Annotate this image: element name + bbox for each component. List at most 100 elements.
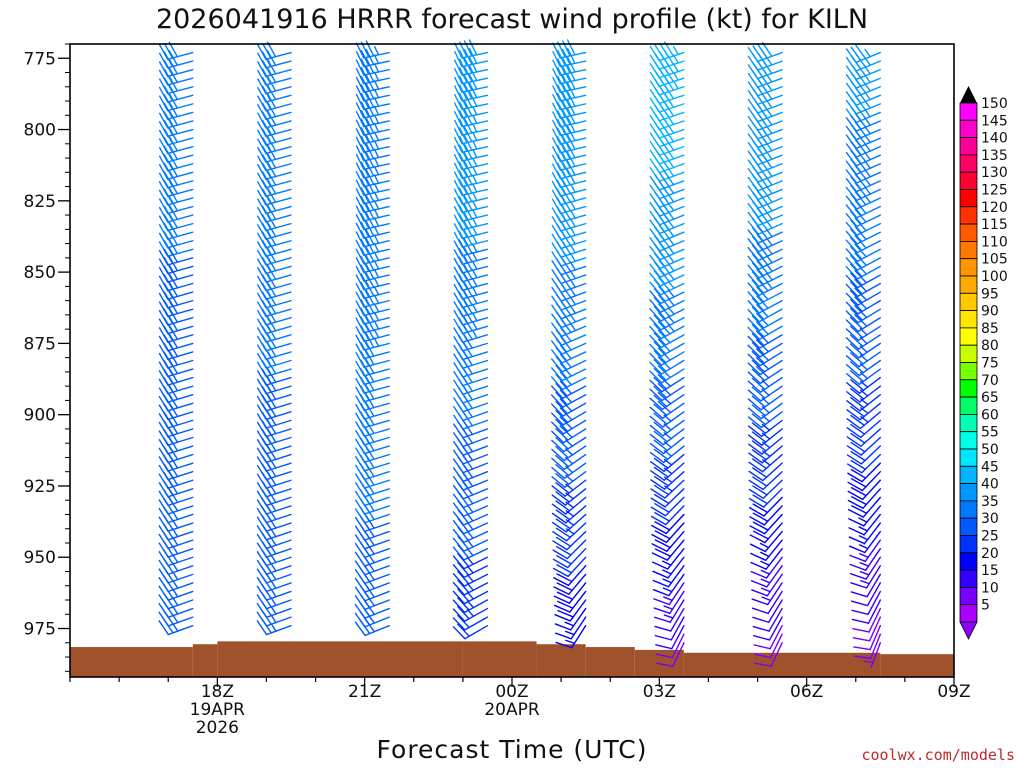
colorbar-swatch [959,431,978,450]
barb-full-flag [163,592,174,608]
wind-barb [651,513,685,535]
barb-half-flag [663,423,672,431]
barb-full-flag [266,479,277,495]
barb-half-flag [760,560,770,566]
y-tick-label: 900 [24,406,56,426]
barb-full-flag [453,197,463,214]
barb-full-flag [752,458,768,470]
wind-barb [846,453,882,474]
barb-full-flag [845,283,859,298]
barb-full-flag [266,238,277,255]
barb-full-flag [266,547,277,564]
wind-barb [355,323,390,343]
barb-full-flag [752,616,770,623]
barb-full-flag [168,221,179,238]
wind-barb [554,599,587,622]
barb-full-flag [663,84,675,100]
barb-full-flag [458,101,468,118]
barb-full-flag [355,136,365,153]
barb-full-flag [849,307,864,321]
barb-full-flag [454,111,463,128]
barb-full-flag [266,487,277,504]
terrain-block [462,641,537,677]
barb-full-flag [849,316,864,330]
barb-full-flag [847,490,864,501]
barb-full-flag [266,58,277,75]
barb-full-flag [452,608,466,622]
barb-full-flag [654,548,672,557]
barb-half-flag [466,504,474,513]
barb-full-flag [561,161,571,177]
barb-full-flag [654,493,670,505]
wind-barb [552,530,587,551]
barb-full-flag [653,475,669,487]
barb-full-flag [457,544,470,559]
wind-barb [849,547,882,571]
barb-full-flag [557,58,566,75]
barb-full-flag [168,75,179,92]
barb-full-flag [756,268,769,283]
barb-full-flag [747,344,761,358]
barb-full-flag [355,42,365,59]
barb-full-flag [168,324,179,341]
barb-half-flag [672,54,679,64]
barb-full-flag [761,127,773,143]
barb-staff [566,530,587,551]
barb-half-flag [667,271,675,281]
barb-full-flag [663,222,675,238]
colorbar-swatch [959,171,978,190]
barb-full-flag [653,350,667,364]
colorbar-swatch [959,223,978,242]
wind-barb [454,90,489,111]
barb-half-flag [472,208,478,219]
barb-half-flag [373,303,380,313]
barb-full-flag [657,365,671,379]
barb-full-flag [756,199,769,214]
barb-half-flag [569,287,577,297]
barb-full-flag [463,298,473,315]
barb-full-flag [365,186,375,203]
barb-full-flag [756,260,769,275]
barb-full-flag [849,334,864,348]
barb-full-flag [452,626,466,640]
barb-full-flag [553,595,571,604]
barb-full-flag [849,343,864,356]
barb-staff [663,445,685,464]
barb-half-flag [373,63,380,73]
barb-half-flag [859,336,868,345]
wind-barb [653,590,685,615]
barb-full-flag [168,67,179,84]
barb-full-flag [756,286,769,301]
barb-full-flag [654,625,672,632]
wind-barb [256,592,292,610]
barb-full-flag [360,118,370,135]
wind-barb [454,39,489,59]
barb-full-flag [463,117,473,134]
barb-full-flag [453,249,463,266]
wind-barb [453,238,489,257]
barb-full-flag [560,353,572,369]
barb-full-flag [364,375,375,392]
barb-full-flag [756,330,770,344]
barb-full-flag [653,279,666,294]
wind-barb [845,234,882,254]
wind-barb [656,642,685,668]
wind-barb [355,168,390,188]
barb-full-flag [752,476,768,487]
barb-half-flag [565,528,575,535]
barb-full-flag [458,230,468,247]
barb-half-flag [472,183,478,193]
barb-full-flag [747,380,762,393]
barb-full-flag [557,75,566,92]
wind-barb [158,496,194,515]
barb-full-flag [855,87,867,103]
barb-half-flag [565,519,575,526]
barb-full-flag [462,350,473,366]
barb-staff [765,547,783,570]
barb-full-flag [566,73,576,90]
barb-staff [364,590,390,602]
barb-full-flag [552,111,562,128]
barb-full-flag [463,177,473,194]
barb-full-flag [751,359,766,373]
barb-full-flag [163,515,174,531]
